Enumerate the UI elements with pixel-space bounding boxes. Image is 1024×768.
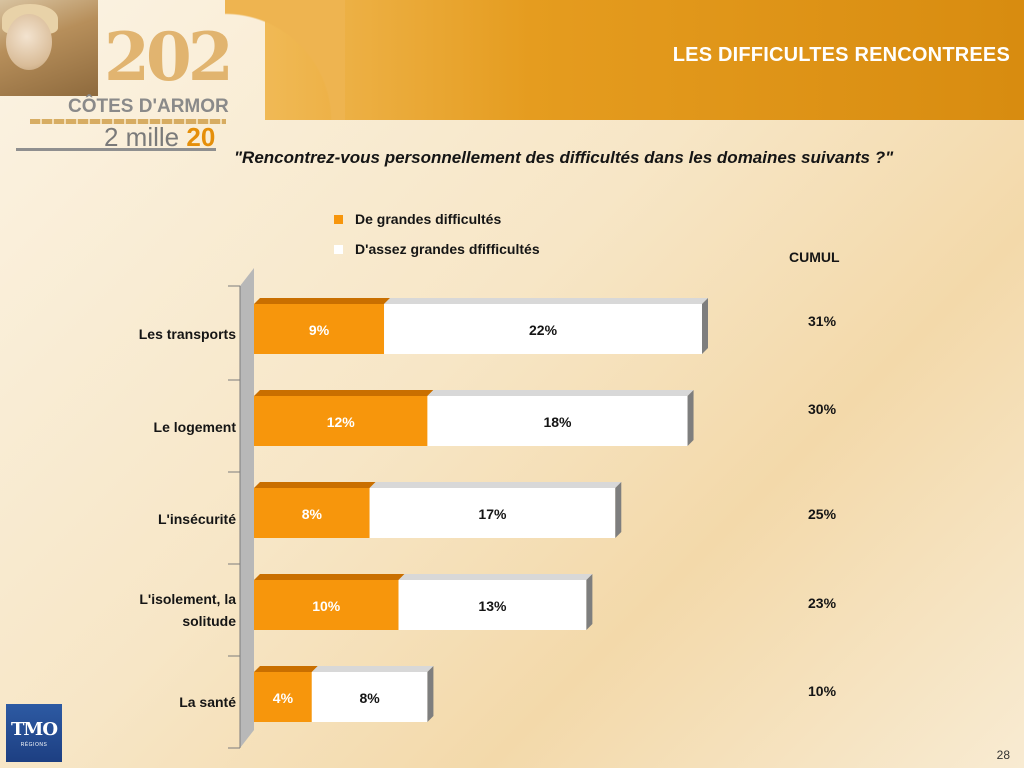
- category-label: L'insécurité: [157, 511, 236, 527]
- cumul-value: 25%: [808, 506, 837, 522]
- legend-label: D'assez grandes dfifficultés: [355, 241, 540, 257]
- legend-item: De grandes difficultés: [334, 204, 540, 234]
- category-label: L'isolement, la solitude: [139, 591, 236, 629]
- bar-value-label: 8%: [302, 506, 323, 522]
- bar-side: [586, 574, 593, 630]
- logo-underline: [16, 148, 216, 151]
- bar-segment-white: [427, 396, 688, 446]
- category-label: Le logement: [153, 419, 236, 435]
- page-number: 28: [996, 748, 1010, 762]
- bar-side: [427, 666, 434, 722]
- bar-value-label: 17%: [478, 506, 507, 522]
- bar-top-orange: [254, 390, 434, 396]
- bar-value-label: 18%: [543, 414, 572, 430]
- bar-value-label: 10%: [312, 598, 341, 614]
- bar-segment-orange: [254, 672, 312, 722]
- bar-value-label: 12%: [327, 414, 356, 430]
- child-photo: [0, 0, 98, 96]
- header-curve: [225, 0, 345, 120]
- bar-segment-orange: [254, 580, 399, 630]
- bar-side: [702, 298, 708, 354]
- slide-title: LES DIFFICULTES RENCONTREES: [672, 44, 1010, 66]
- category-label: Les transports: [138, 326, 236, 342]
- bar-top-white: [384, 298, 708, 304]
- question-subtitle: "Rencontrez-vous personnellement des dif…: [234, 148, 894, 167]
- year-mark: 202: [104, 18, 234, 96]
- bar-top-orange: [254, 574, 405, 580]
- bar-value-label: 13%: [478, 598, 507, 614]
- cumul-header: CUMUL: [789, 249, 840, 265]
- cumul-value: 10%: [808, 683, 837, 699]
- legend-item: D'assez grandes dfifficultés: [334, 234, 540, 264]
- bar-segment-white: [311, 672, 428, 722]
- chart-legend: De grandes difficultés D'assez grandes d…: [334, 204, 540, 264]
- logo-name: CÔTES D'ARMOR: [68, 96, 229, 117]
- bar-value-label: 9%: [309, 322, 330, 338]
- header-band: [265, 0, 1024, 120]
- bar-segment-orange: [254, 304, 385, 354]
- tmo-logo: TMO RÉGIONS: [6, 704, 62, 762]
- logo-tagline: 2 mille 20: [104, 122, 216, 152]
- bar-value-label: 22%: [529, 322, 558, 338]
- bar-top-orange: [254, 666, 318, 672]
- bar-top-white: [427, 390, 694, 396]
- bar-top-white: [369, 482, 622, 488]
- bar-segment-orange: [254, 488, 370, 538]
- bar-top-orange: [254, 482, 376, 488]
- cumul-value: 23%: [808, 595, 837, 611]
- cumul-value: 30%: [808, 401, 837, 417]
- legend-swatch-orange: [334, 214, 343, 224]
- bar-value-label: 4%: [273, 690, 294, 706]
- cumul-value: 31%: [808, 313, 837, 329]
- bar-side: [687, 390, 694, 446]
- axis-wall: [240, 268, 254, 748]
- bar-top-white: [398, 574, 593, 580]
- legend-label: De grandes difficultés: [355, 211, 502, 227]
- bar-top-orange: [254, 298, 391, 304]
- bar-segment-orange: [254, 396, 428, 446]
- bar-side: [615, 482, 622, 538]
- bar-value-label: 8%: [359, 690, 380, 706]
- bar-segment-white: [398, 580, 587, 630]
- category-label: La santé: [179, 694, 236, 710]
- year-strip: [30, 119, 226, 124]
- legend-swatch-white: [334, 244, 343, 254]
- brand-logo: 202 CÔTES D'ARMOR 2 mille 20: [0, 0, 240, 160]
- bar-top-white: [311, 666, 434, 672]
- bar-segment-white: [369, 488, 616, 538]
- bar-segment-white: [384, 304, 702, 354]
